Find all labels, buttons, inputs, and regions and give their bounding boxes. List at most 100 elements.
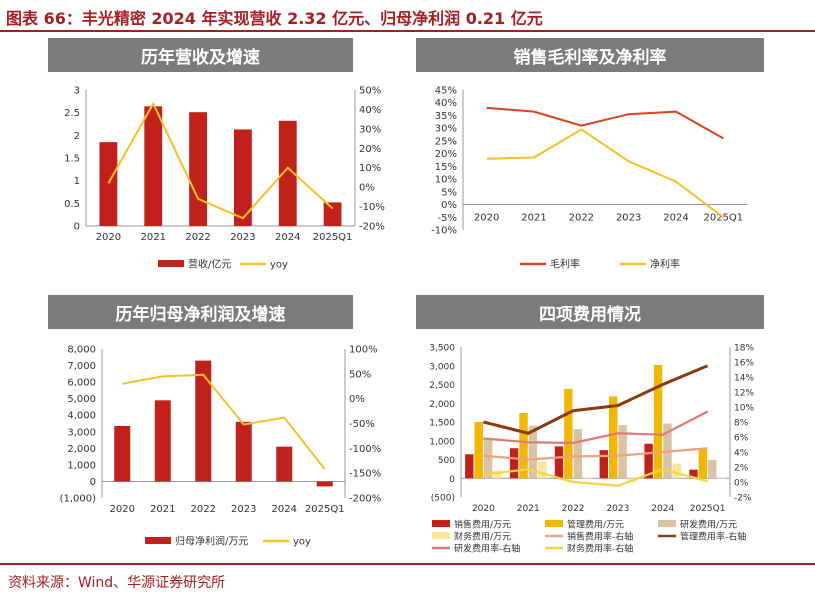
figure-title-bar: 图表 66：丰光精密 2024 年实现营收 2.32 亿元、归母净利润 0.21… (0, 0, 815, 32)
y-tick-label: -10% (431, 226, 457, 237)
bar-netprofit-0 (114, 425, 131, 482)
y-tick-label: 2,000 (429, 400, 455, 410)
y-tick-label: 3,000 (67, 427, 96, 438)
x-tick-label: 2023 (616, 213, 641, 224)
y-tick-label: 5% (441, 187, 457, 198)
legend-label: 销售费用/万元 (454, 519, 511, 531)
y2-tick-label: -150% (349, 469, 381, 480)
line-margin-0 (486, 106, 724, 140)
legend-label: 销售费用率-右轴 (567, 531, 633, 543)
legend-label: yoy (293, 537, 311, 548)
x-tick-label: 2024 (663, 213, 688, 224)
y-tick-label: (500) (431, 494, 455, 504)
bar-expenses-2 (483, 438, 493, 479)
x-tick-label: 2022 (569, 213, 594, 224)
y-tick-label: 25% (435, 136, 457, 147)
bar-revenue-0 (99, 142, 118, 226)
bar-expenses-2 (528, 425, 538, 479)
y-tick-label: 30% (435, 124, 457, 135)
x-tick-label: 2025Q1 (313, 232, 353, 243)
y-tick-label: 0% (441, 200, 457, 211)
bar-expenses-3 (493, 470, 502, 479)
y2-tick-label: 14% (734, 374, 754, 384)
x-tick-label: 2021 (141, 232, 166, 243)
bar-revenue-0 (234, 129, 252, 226)
y-tick-label: 0 (90, 477, 96, 488)
y-tick-label: 0 (74, 222, 80, 233)
legend-label: 研发费用率-右轴 (454, 543, 520, 555)
y-tick-label: 35% (435, 111, 457, 122)
x-tick-label: 2025Q1 (305, 504, 345, 515)
legend-swatch (432, 532, 450, 539)
x-tick-label: 2025Q1 (703, 213, 743, 224)
x-tick-label: 2020 (472, 504, 495, 514)
legend-label: 财务费用/万元 (454, 531, 511, 543)
legend-label: 毛利率 (550, 258, 580, 271)
y-tick-label: -5% (438, 213, 457, 224)
x-tick-label: 2024 (651, 504, 674, 514)
x-tick-label: 2020 (474, 213, 499, 224)
legend-label: yoy (270, 260, 288, 271)
x-tick-label: 2023 (230, 232, 255, 243)
bar-netprofit-0 (154, 400, 171, 482)
y2-tick-label: 0% (349, 394, 365, 405)
y2-tick-label: 12% (734, 389, 754, 399)
legend-label: 研发费用/万元 (680, 519, 737, 531)
y2-tick-label: -200% (349, 494, 381, 505)
bar-expenses-1 (653, 365, 663, 479)
bar-netprofit-0 (316, 481, 333, 487)
panel-title-expenses: 四项费用情况 (416, 295, 764, 329)
line-expenses-0 (483, 447, 708, 461)
y-tick-label: 2.5 (64, 108, 80, 119)
bar-revenue-0 (278, 120, 297, 226)
bar-expenses-3 (672, 463, 682, 479)
y2-tick-label: 8% (734, 419, 749, 429)
figure-title: 图表 66：丰光精密 2024 年实现营收 2.32 亿元、归母净利润 0.21… (6, 9, 543, 28)
footer: 资料来源：Wind、华源证券研究所 (0, 563, 815, 591)
legend-label: 净利率 (650, 258, 680, 271)
legend-label: 财务费用率-右轴 (567, 543, 633, 555)
y2-tick-label: 10% (734, 404, 754, 414)
y2-tick-label: 0% (734, 479, 749, 489)
y-tick-label: 15% (435, 162, 457, 173)
y2-tick-label: 40% (359, 105, 381, 116)
bar-expenses-3 (582, 477, 592, 479)
legend-swatch (158, 260, 184, 267)
y2-tick-label: -50% (349, 419, 375, 430)
y-tick-label: 10% (435, 175, 457, 186)
bar-expenses-0 (644, 443, 653, 479)
x-tick-label: 2025Q1 (690, 504, 726, 514)
bar-expenses-0 (599, 450, 609, 479)
bar-expenses-1 (474, 422, 483, 479)
y-tick-label: 1 (74, 176, 80, 187)
legend-swatch (545, 520, 563, 527)
y2-tick-label: 10% (359, 163, 381, 174)
y2-tick-label: 20% (359, 144, 381, 155)
line-revenue-0 (107, 101, 334, 220)
line-margin-1 (486, 128, 724, 219)
x-tick-label: 2024 (272, 504, 297, 515)
y2-tick-label: 50% (359, 86, 381, 97)
source-note: 资料来源：Wind、华源证券研究所 (8, 575, 226, 591)
y-tick-label: 7,000 (67, 361, 96, 372)
y-tick-label: 2,000 (67, 444, 96, 455)
x-tick-label: 2023 (231, 504, 256, 515)
y-tick-label: 3 (74, 86, 80, 97)
bar-expenses-1 (609, 396, 618, 479)
legend-swatch (432, 520, 450, 527)
y-tick-label: 0.5 (64, 199, 80, 210)
y2-tick-label: 18% (734, 344, 754, 354)
y-tick-label: 4,000 (67, 411, 96, 422)
y-tick-label: 45% (435, 86, 457, 97)
bar-expenses-0 (689, 469, 698, 479)
x-tick-label: 2021 (521, 213, 546, 224)
y-tick-label: 1,000 (67, 460, 96, 471)
y-tick-label: 40% (435, 98, 457, 109)
y2-tick-label: 30% (359, 124, 381, 135)
bar-expenses-1 (564, 389, 573, 479)
bar-expenses-0 (465, 454, 474, 479)
